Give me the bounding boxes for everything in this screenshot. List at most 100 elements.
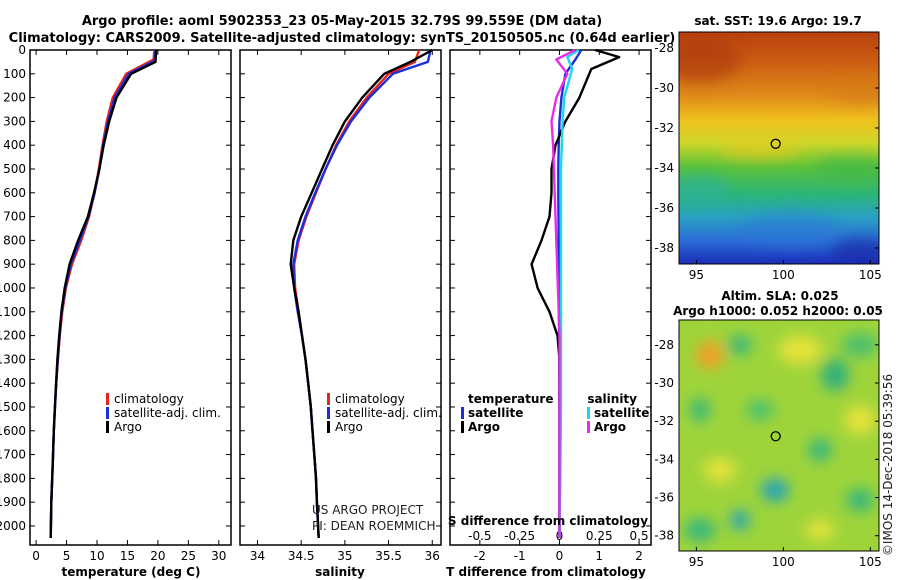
x-tick-label: 15: [120, 549, 135, 563]
pressure-tick-label: 1700: [0, 448, 26, 462]
pressure-tick-label: 500: [3, 162, 26, 176]
legend-swatch-t-satellite: [461, 407, 464, 419]
map-y-tick-label: -36: [654, 201, 674, 215]
x-tick-label: 10: [89, 549, 104, 563]
sst-map: [678, 31, 880, 265]
series-t-argo: [530, 48, 621, 538]
t-difference-axis-label: T difference from climatology: [446, 565, 646, 579]
difference-legend: temperature satellite Argo salinity sate…: [461, 392, 649, 434]
x-tick-label: 36: [425, 549, 440, 563]
pressure-tick-label: 1500: [0, 400, 26, 414]
legend-label-satellite: satellite-adj. clim.: [335, 406, 442, 420]
x-tick-label: 35.5: [375, 549, 402, 563]
x-tick-label: 0: [32, 549, 40, 563]
x-tick-label: 34: [250, 549, 265, 563]
argo-float-marker: [770, 138, 781, 149]
legend-label-s-satellite: satellite: [594, 406, 649, 420]
series-satellite-adj-clim-: [49, 49, 157, 538]
pressure-tick-label: 700: [3, 210, 26, 224]
x-tick-label: -2: [474, 549, 486, 563]
legend-swatch-t-argo: [461, 421, 464, 433]
map-y-tick-label: -38: [654, 241, 674, 255]
argo-float-marker: [770, 431, 781, 442]
legend-label-climatology: climatology: [335, 392, 405, 406]
sla-map-subtitle: Argo h1000: 0.052 h2000: 0.05: [673, 304, 883, 318]
series-climatology: [293, 49, 421, 538]
series-argo: [289, 48, 433, 538]
map-y-tick-label: -34: [654, 452, 674, 466]
pressure-tick-label: 600: [3, 186, 26, 200]
legend-swatch-climatology: [106, 393, 109, 405]
temperature-panel: 0 5 10 15 20 25 30: [29, 49, 232, 563]
s-tick-label: -0.5: [468, 529, 491, 543]
legend-label-argo: Argo: [114, 420, 142, 434]
map-y-tick-label: -32: [654, 121, 674, 135]
legend-label-argo: Argo: [335, 420, 363, 434]
legend-swatch-satellite: [106, 407, 109, 419]
figure-title-line1: Argo profile: aoml 5902353_23 05-May-201…: [82, 14, 602, 29]
pressure-tick-label: 1200: [0, 329, 26, 343]
project-credit: US ARGO PROJECT: [312, 503, 424, 517]
map-y-tick-label: -28: [654, 338, 674, 352]
map-y-tick-label: -32: [654, 414, 674, 428]
sla-map: [678, 319, 880, 552]
salinity-panel: 34 34.5 35 35.5 36: [239, 48, 442, 563]
pressure-tick-label: 1300: [0, 352, 26, 366]
x-tick-label: 5: [63, 549, 71, 563]
legend-label-climatology: climatology: [114, 392, 184, 406]
figure-title-line2: Climatology: CARS2009. Satellite-adjuste…: [9, 31, 676, 46]
pressure-tick-label: 1400: [0, 376, 26, 390]
legend-label-t-satellite: satellite: [468, 406, 523, 420]
map-y-tick-label: -28: [654, 41, 674, 55]
pressure-tick-labels: 0 100 200 300 400 500 600 700 800 900 1000 1100 1200…: [0, 43, 26, 533]
x-tick-label: 20: [150, 549, 165, 563]
x-tick-label: 30: [211, 549, 226, 563]
pressure-tick-label: 300: [3, 114, 26, 128]
pi-credit: PI: DEAN ROEMMICH: [312, 519, 435, 533]
map-y-tick-label: -36: [654, 491, 674, 505]
s-tick-label: 0.25: [586, 529, 613, 543]
map-x-tick-label: 105: [859, 555, 882, 569]
map-y-tick-label: -30: [654, 81, 674, 95]
map-y-tick-label: -38: [654, 529, 674, 543]
legend-swatch-argo: [106, 421, 109, 433]
pressure-tick-label: 1100: [0, 305, 26, 319]
sst-map-title: sat. SST: 19.6 Argo: 19.7: [694, 14, 861, 28]
map-x-tick-label: 95: [689, 555, 704, 569]
temperature-legend: climatology satellite-adj. clim. Argo: [106, 392, 221, 434]
pressure-tick-label: 800: [3, 233, 26, 247]
map-y-tick-label: -30: [654, 376, 674, 390]
pressure-tick-label: 1800: [0, 471, 26, 485]
legend-label-t-argo: Argo: [468, 420, 500, 434]
x-tick-label: 34.5: [288, 549, 315, 563]
x-tick-label: 1: [595, 549, 603, 563]
sla-map-axes: 95 100 105 -28 -30 -32 -34 -36 -38: [654, 338, 881, 569]
map-x-tick-label: 100: [772, 268, 795, 282]
map-x-tick-label: 95: [689, 268, 704, 282]
legend-swatch-argo: [327, 421, 330, 433]
x-tick-label: 0: [556, 549, 564, 563]
legend-swatch-s-argo: [587, 421, 590, 433]
map-y-tick-label: -34: [654, 161, 674, 175]
pressure-tick-label: 2000: [0, 519, 26, 533]
legend-label-satellite: satellite-adj. clim.: [114, 406, 221, 420]
x-tick-label: 2: [635, 549, 643, 563]
sst-map-axes: 95 100 105 -28 -30 -32 -34 -36 -38: [654, 41, 881, 282]
pressure-tick-label: 200: [3, 91, 26, 105]
legend-swatch-satellite: [327, 407, 330, 419]
pressure-tick-label: 100: [3, 67, 26, 81]
legend-heading-salinity: salinity: [587, 392, 637, 406]
imos-timestamp: ©IMOS 14-Dec-2018 05:39:56: [881, 374, 895, 556]
pressure-tick-label: 1000: [0, 281, 26, 295]
legend-swatch-s-satellite: [587, 407, 590, 419]
x-tick-label: 25: [181, 549, 196, 563]
pressure-tick-label: 0: [18, 43, 26, 57]
series-s-argo: [550, 48, 576, 538]
legend-heading-temperature: temperature: [468, 392, 553, 406]
pressure-tick-label: 1600: [0, 424, 26, 438]
difference-panel: -2 -1 0 1 2-0.5 -0.25 0 0.25 0.5: [449, 48, 652, 563]
x-tick-label: -1: [514, 549, 526, 563]
x-tick-label: 35: [337, 549, 352, 563]
map-x-tick-label: 105: [859, 268, 882, 282]
